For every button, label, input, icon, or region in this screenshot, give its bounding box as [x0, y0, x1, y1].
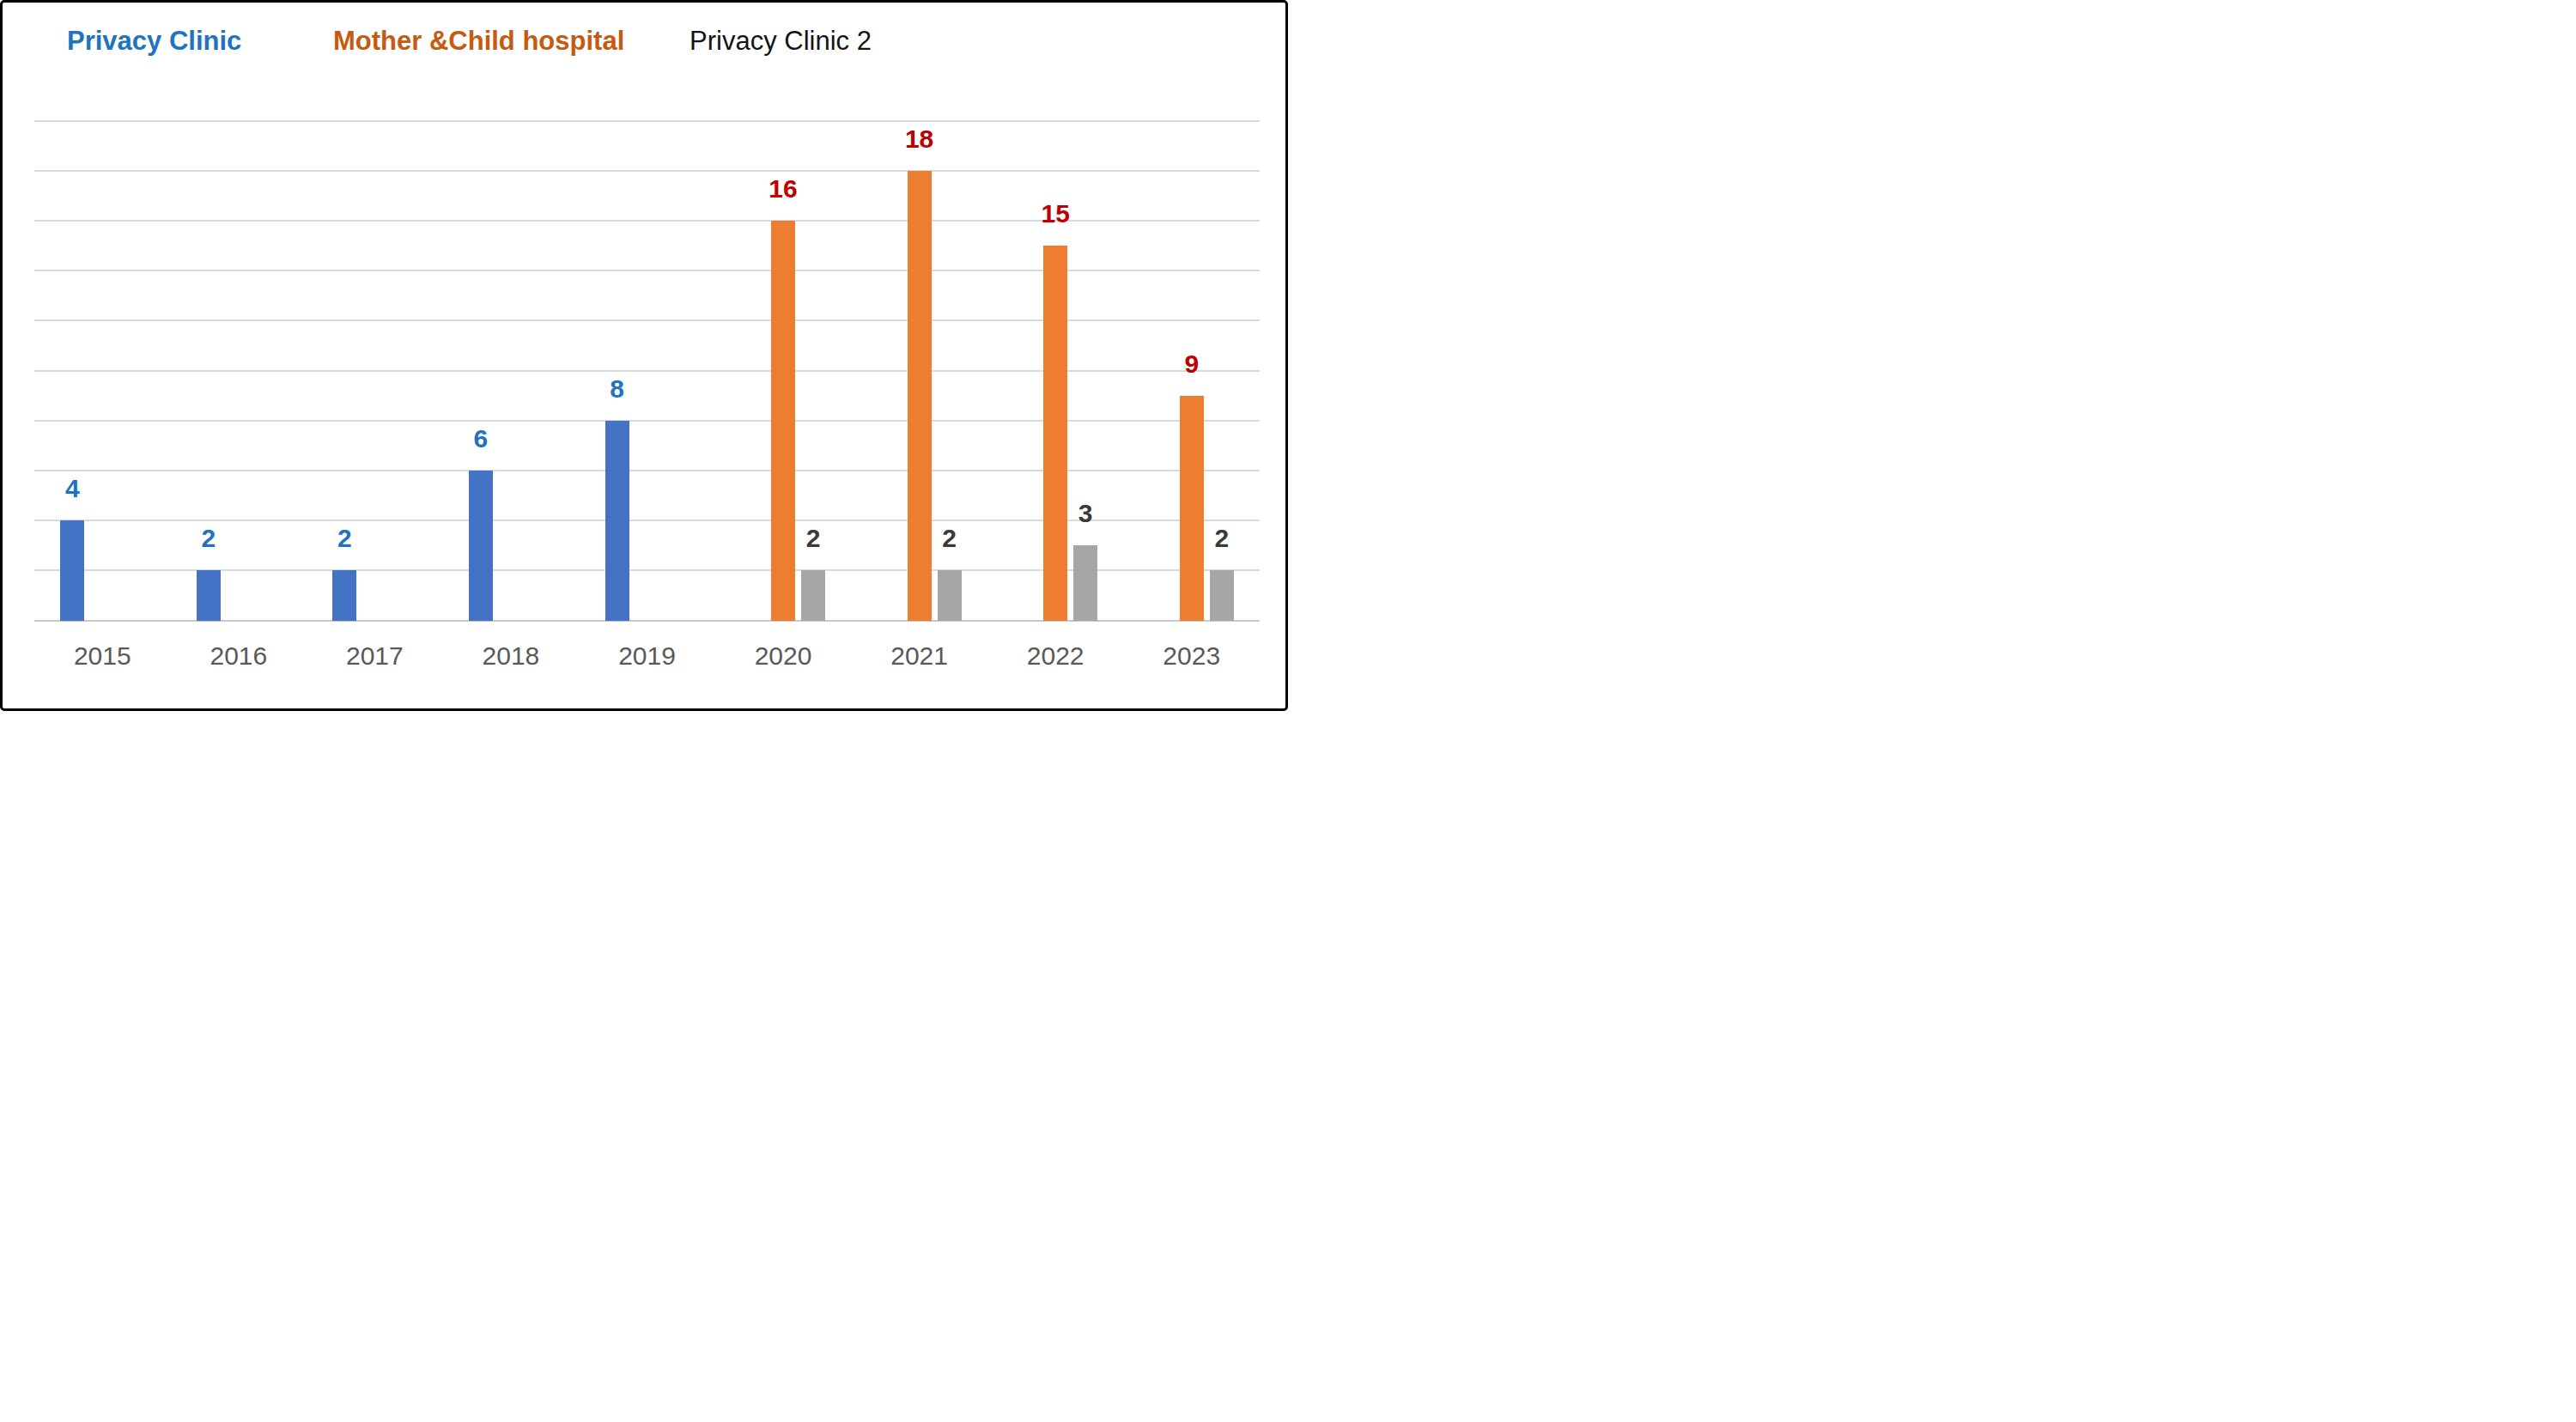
x-tick-label-2015: 2015	[42, 641, 162, 671]
x-tick-label-2017: 2017	[314, 641, 434, 671]
value-label-privacy-clinic-2016: 2	[170, 525, 247, 552]
bar-privacy-clinic-2016	[197, 570, 221, 621]
value-label-mother-child-hospital-2022: 15	[1017, 200, 1094, 228]
bar-privacy-clinic-2-2021	[938, 570, 962, 621]
bar-privacy-clinic-2-2020	[801, 570, 825, 621]
value-label-mother-child-hospital-2020: 16	[744, 175, 822, 203]
value-label-privacy-clinic-2-2020: 2	[775, 525, 852, 552]
gridline-8	[34, 420, 1260, 422]
value-label-mother-child-hospital-2021: 18	[881, 125, 958, 153]
bar-privacy-clinic-2018	[469, 471, 493, 621]
chart-frame: Privacy Clinic Mother &Child hospital Pr…	[0, 0, 1288, 711]
bar-privacy-clinic-2019	[605, 421, 629, 621]
x-tick-label-2019: 2019	[587, 641, 708, 671]
gridline-18	[34, 170, 1260, 172]
value-label-privacy-clinic-2017: 2	[306, 525, 383, 552]
bar-privacy-clinic-2-2023	[1210, 570, 1234, 621]
bar-mother-child-hospital-2021	[908, 171, 932, 621]
bar-mother-child-hospital-2020	[771, 221, 795, 621]
bar-mother-child-hospital-2023	[1180, 396, 1204, 621]
value-label-privacy-clinic-2015: 4	[33, 475, 111, 502]
x-tick-label-2018: 2018	[451, 641, 571, 671]
value-label-privacy-clinic-2-2021: 2	[911, 525, 988, 552]
value-label-privacy-clinic-2-2023: 2	[1183, 525, 1261, 552]
x-tick-label-2022: 2022	[995, 641, 1115, 671]
value-label-privacy-clinic-2018: 6	[442, 425, 519, 453]
gridline-12	[34, 319, 1260, 321]
gridline-10	[34, 370, 1260, 372]
gridline-6	[34, 470, 1260, 471]
gridline-20	[34, 120, 1260, 122]
value-label-privacy-clinic-2-2022: 3	[1047, 500, 1124, 527]
bar-privacy-clinic-2-2022	[1073, 545, 1097, 621]
bar-mother-child-hospital-2022	[1043, 246, 1067, 621]
bar-privacy-clinic-2015	[60, 520, 84, 621]
x-tick-label-2023: 2023	[1132, 641, 1252, 671]
value-label-privacy-clinic-2019: 8	[579, 375, 656, 403]
bar-privacy-clinic-2017	[332, 570, 356, 621]
gridline-14	[34, 270, 1260, 271]
plot-area: 2015 2016 2017 2018 2019 2020 2021 2022 2023 4 2 2 6…	[3, 3, 1285, 708]
x-tick-label-2021: 2021	[860, 641, 980, 671]
x-tick-label-2020: 2020	[723, 641, 843, 671]
x-tick-label-2016: 2016	[179, 641, 299, 671]
value-label-mother-child-hospital-2023: 9	[1153, 350, 1230, 378]
